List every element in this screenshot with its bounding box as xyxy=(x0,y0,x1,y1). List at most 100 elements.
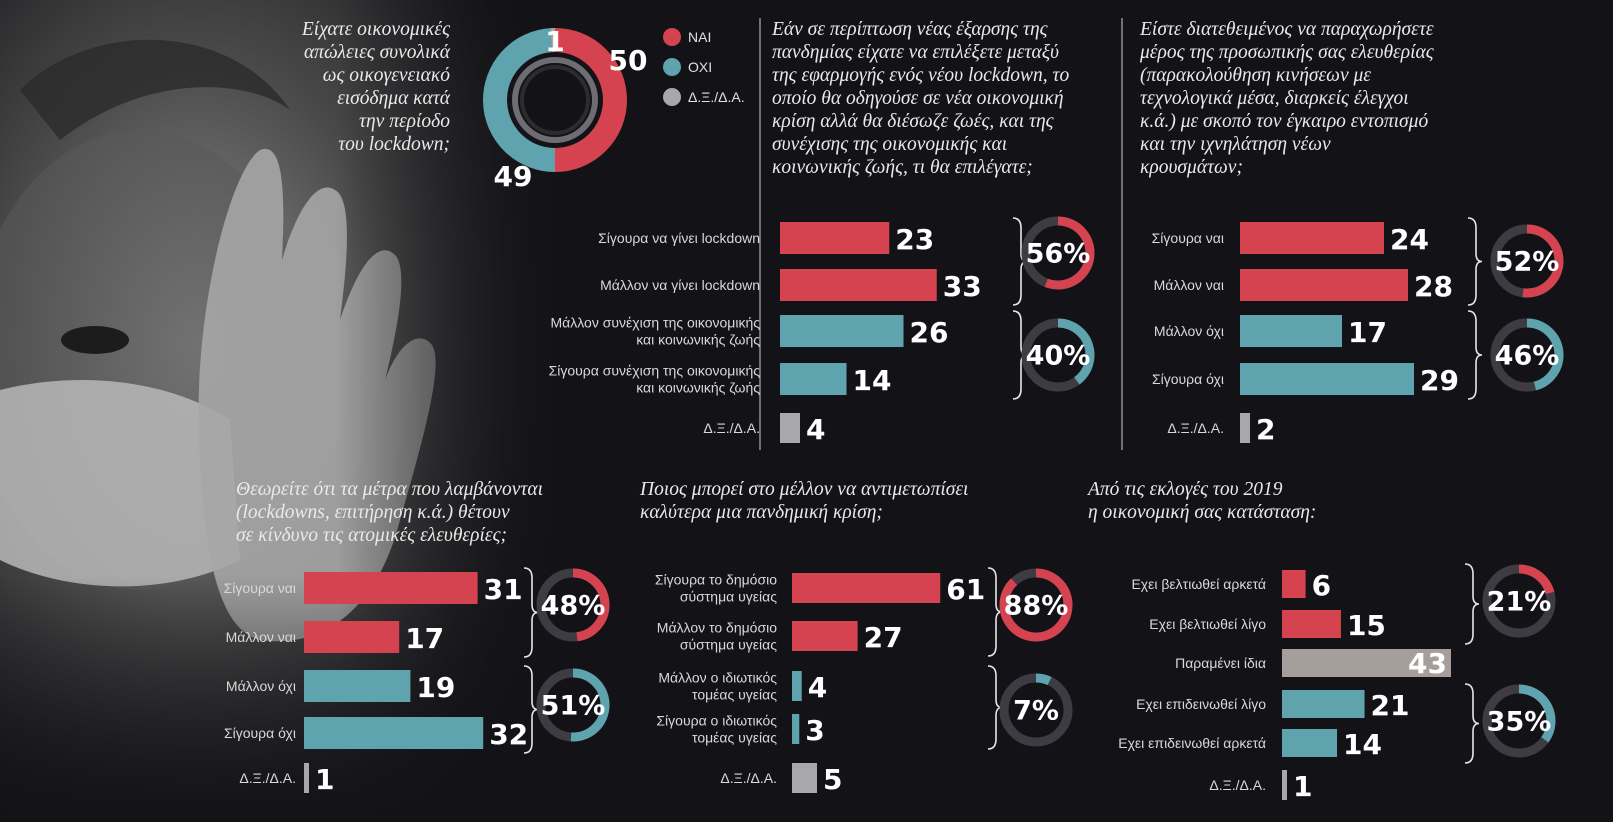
value-label: 23 xyxy=(895,223,934,256)
bar xyxy=(780,315,904,347)
bars-freedom-tracking: Σίγουρα ναι 24 Μάλλον ναι 28 Μάλλον όχι 17 Σίγ… xyxy=(1152,217,1564,446)
category-label: Σίγουρα ναι xyxy=(224,580,296,596)
question-health-system: Ποιος μπορεί στο μέλλον να αντιμετωπίσει… xyxy=(640,478,1000,524)
question-line: την περίοδο xyxy=(359,111,450,132)
question-line: σε κίνδυνο τις ατομικές ελευθερίες; xyxy=(236,525,507,546)
category-label: Δ.Ξ./Δ.Α. xyxy=(239,770,296,786)
bar xyxy=(304,717,484,749)
value-label: 24 xyxy=(1390,223,1429,256)
category-label: Μάλλον το δημόσιο xyxy=(657,620,777,636)
legend-label: ΝΑΙ xyxy=(688,29,711,45)
legend-swatch xyxy=(663,58,681,76)
legend-swatch xyxy=(663,28,681,46)
bar xyxy=(1240,413,1250,443)
question-line: και την ιχνηλάτηση νέων xyxy=(1140,134,1331,155)
question-lockdown: Εάν σε περίπτωση νέας έξαρσης της πανδημί… xyxy=(772,18,1102,179)
donut-hole xyxy=(520,65,590,135)
value-label: 17 xyxy=(405,622,444,655)
value-label: 32 xyxy=(489,718,528,751)
value-label: 17 xyxy=(1348,316,1387,349)
category-label: Μάλλον συνέχιση της οικονομικής xyxy=(551,315,761,331)
question-line: εισόδημα κατά xyxy=(337,88,450,109)
total-ring: 21% xyxy=(1482,564,1556,638)
value-label: 26 xyxy=(910,316,949,349)
ring-percent: 51% xyxy=(541,691,606,722)
ring-percent: 40% xyxy=(1026,341,1091,372)
group-bracket xyxy=(1467,217,1483,306)
ring-fill xyxy=(570,668,610,742)
value-label: 21 xyxy=(1371,689,1410,722)
question-line: (lockdowns, επιτήρηση κ.ά.) θέτουν xyxy=(236,502,510,523)
value-label: 5 xyxy=(823,763,842,796)
category-label: Δ.Ξ./Δ.Α. xyxy=(1167,420,1224,436)
total-ring: 35% xyxy=(1482,684,1556,758)
ring-percent: 7% xyxy=(1013,696,1059,727)
ring-fill xyxy=(1044,216,1095,290)
donut-slice xyxy=(483,28,556,172)
category-label: Εχει βελτιωθεί λίγο xyxy=(1149,616,1266,632)
question-measures-freedoms: Θεωρείτε ότι τα μέτρα που λαμβάνονται (lo… xyxy=(236,478,596,547)
donut-inner-ring xyxy=(512,57,598,143)
value-label: 31 xyxy=(484,573,523,606)
ring-fill xyxy=(1057,318,1095,385)
category-label: Δ.Ξ./Δ.Α. xyxy=(720,770,777,786)
category-label: Μάλλον ναι xyxy=(226,629,296,645)
bar xyxy=(780,413,800,443)
category-label: Εχει επιδεινωθεί αρκετά xyxy=(1118,735,1266,751)
slice-value-no: 49 xyxy=(494,160,533,193)
category-label: Μάλλον ναι xyxy=(1154,277,1224,293)
category-label: Δ.Ξ./Δ.Α. xyxy=(1209,777,1266,793)
bar xyxy=(1282,649,1451,677)
donut-losses: 50 49 1 ΝΑΙ ΟΧΙ Δ.Ξ./Δ.Α. xyxy=(483,25,745,193)
category-label: Σίγουρα όχι xyxy=(1152,371,1224,387)
question-line: κοινωνικής ζωής, τι θα επιλέγατε; xyxy=(772,157,1033,178)
bars-measures-freedoms: Σίγουρα ναι 31 Μάλλον ναι 17 Μάλλον όχι 19 Σίγ… xyxy=(224,567,610,796)
value-label: 6 xyxy=(1312,569,1331,602)
question-freedom-tracking: Είστε διατεθειμένος να παραχωρήσετε μέρος… xyxy=(1140,18,1480,179)
bar xyxy=(304,621,400,653)
bar xyxy=(1240,315,1342,347)
bar xyxy=(792,573,941,603)
bar xyxy=(1282,770,1287,800)
question-line: μέρος της προσωπικής σας ελευθερίας xyxy=(1140,42,1434,63)
question-line: καλύτερα μια πανδημική κρίση; xyxy=(640,502,883,523)
total-ring: 40% xyxy=(1021,318,1095,392)
ring-fill xyxy=(1518,564,1555,595)
ring-fill xyxy=(1522,224,1564,298)
bar xyxy=(1282,690,1365,718)
value-label: 43 xyxy=(1408,647,1447,680)
group-bracket xyxy=(987,567,1003,657)
value-label: 33 xyxy=(943,270,982,303)
legend-label: ΟΧΙ xyxy=(688,59,712,75)
child-mask-photo xyxy=(0,0,560,822)
value-label: 3 xyxy=(805,714,824,747)
category-label: Μάλλον ο ιδιωτικός xyxy=(658,670,777,686)
category-label: Εχει επιδεινωθεί λίγο xyxy=(1136,696,1266,712)
bar xyxy=(1240,363,1414,395)
category-label: Μάλλον να γίνει lockdown xyxy=(600,277,760,293)
bar xyxy=(1282,729,1338,757)
value-label: 4 xyxy=(808,671,827,704)
bar xyxy=(792,621,858,651)
bar xyxy=(304,763,309,793)
ring-percent: 52% xyxy=(1495,247,1560,278)
question-line: (παρακολούθηση κινήσεων με xyxy=(1140,65,1371,86)
question-line: τεχνολογικά μέσα, διαρκείς έλεγχοι xyxy=(1140,88,1409,109)
bar xyxy=(304,572,478,604)
ring-percent: 88% xyxy=(1004,591,1069,622)
category-label: Μάλλον όχι xyxy=(226,678,296,694)
value-label: 19 xyxy=(416,671,455,704)
total-ring: 88% xyxy=(999,568,1073,642)
total-ring: 48% xyxy=(536,568,610,642)
ring-percent: 48% xyxy=(541,591,606,622)
value-label: 27 xyxy=(864,621,903,654)
bar xyxy=(792,714,800,744)
total-ring: 7% xyxy=(999,673,1073,747)
donut-slice xyxy=(554,28,627,172)
question-line: ως οικογενειακό xyxy=(322,65,450,86)
category-label: Σίγουρα ναι xyxy=(1152,230,1224,246)
ring-percent: 46% xyxy=(1495,341,1560,372)
